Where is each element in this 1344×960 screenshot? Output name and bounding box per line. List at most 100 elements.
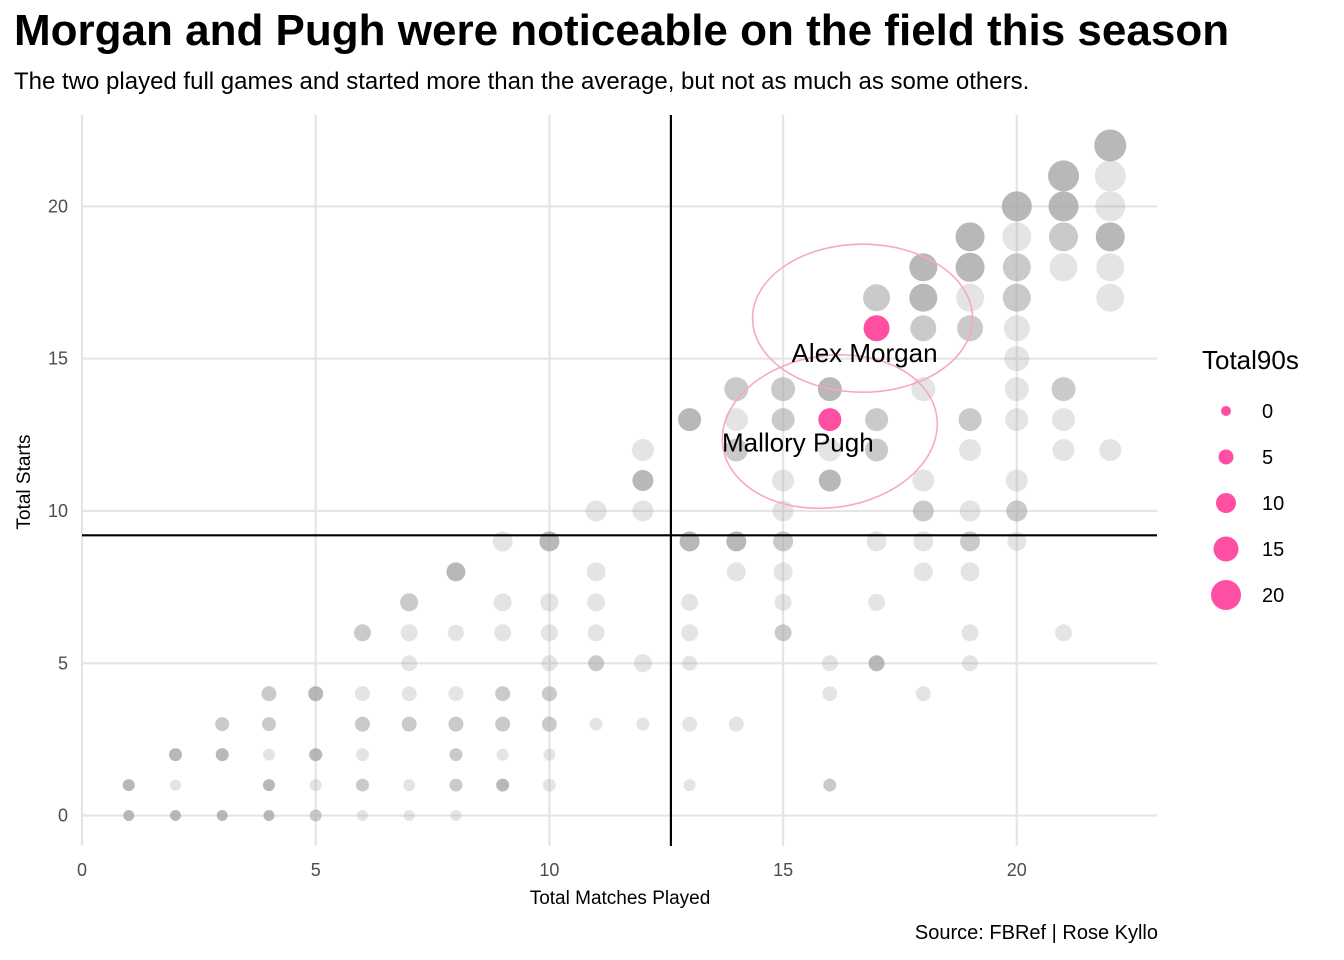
data-point bbox=[956, 283, 985, 312]
legend-label: 0 bbox=[1262, 401, 1273, 423]
data-point bbox=[122, 779, 135, 792]
legend-key bbox=[1216, 493, 1236, 513]
data-point bbox=[448, 686, 464, 702]
data-point bbox=[169, 810, 181, 822]
data-point bbox=[1099, 439, 1122, 462]
x-tick-label: 15 bbox=[773, 860, 793, 880]
data-point bbox=[123, 810, 135, 822]
data-point bbox=[309, 809, 322, 822]
data-point bbox=[586, 562, 606, 582]
data-point bbox=[403, 810, 415, 822]
data-point bbox=[683, 779, 696, 792]
y-axis-title: Total Starts bbox=[14, 434, 35, 529]
data-point bbox=[955, 222, 985, 252]
data-point bbox=[724, 408, 748, 432]
data-point bbox=[401, 716, 417, 732]
x-tick-label: 20 bbox=[1007, 860, 1027, 880]
highlight-ellipse bbox=[721, 354, 939, 510]
data-point bbox=[868, 655, 885, 672]
data-point bbox=[771, 377, 796, 402]
data-point bbox=[541, 686, 557, 702]
highlight-point bbox=[863, 315, 890, 342]
data-point bbox=[542, 778, 556, 792]
legend-key bbox=[1211, 580, 1241, 610]
data-point bbox=[353, 624, 371, 642]
data-point bbox=[632, 500, 654, 522]
data-point bbox=[681, 593, 699, 611]
data-point bbox=[355, 748, 369, 762]
data-point bbox=[447, 624, 464, 641]
legend-key bbox=[1218, 449, 1234, 465]
y-tick-label: 10 bbox=[48, 501, 68, 521]
data-point bbox=[773, 562, 793, 582]
data-point bbox=[216, 810, 228, 822]
data-point bbox=[682, 716, 698, 732]
data-point bbox=[955, 252, 985, 282]
x-tick-label: 0 bbox=[77, 860, 87, 880]
data-point bbox=[632, 470, 654, 491]
legend-label: 20 bbox=[1262, 585, 1284, 607]
data-point bbox=[1094, 129, 1127, 162]
data-point bbox=[1095, 222, 1125, 252]
data-point bbox=[354, 716, 370, 732]
data-point bbox=[496, 748, 509, 761]
data-point bbox=[449, 778, 463, 792]
data-point bbox=[726, 562, 746, 582]
data-point bbox=[1052, 439, 1075, 462]
data-point bbox=[1006, 500, 1028, 522]
chart-caption: Source: FBRef | Rose Kyllo bbox=[914, 922, 1158, 944]
legend-key bbox=[1213, 536, 1239, 562]
data-point bbox=[262, 779, 275, 792]
data-point bbox=[910, 315, 937, 342]
data-points bbox=[122, 129, 1127, 822]
mean-lines bbox=[82, 115, 1157, 846]
data-point bbox=[308, 686, 324, 702]
data-point bbox=[541, 716, 557, 732]
grid-lines bbox=[80, 115, 1157, 846]
data-point bbox=[261, 686, 277, 702]
data-point bbox=[262, 748, 275, 761]
legend-key bbox=[1221, 406, 1231, 416]
data-point bbox=[1095, 191, 1126, 222]
data-point bbox=[215, 717, 230, 732]
data-point bbox=[959, 500, 981, 522]
chart-title: Morgan and Pugh were noticeable on the f… bbox=[14, 6, 1230, 55]
data-point bbox=[1005, 469, 1028, 492]
data-point bbox=[1003, 315, 1030, 342]
data-point bbox=[868, 593, 886, 611]
data-point bbox=[587, 593, 606, 612]
y-tick-label: 5 bbox=[58, 653, 68, 673]
data-point bbox=[961, 624, 979, 642]
data-point bbox=[215, 748, 229, 762]
data-point bbox=[1096, 253, 1125, 282]
data-point bbox=[587, 624, 605, 642]
data-point bbox=[400, 593, 419, 612]
data-point bbox=[493, 593, 512, 612]
data-point bbox=[818, 469, 841, 492]
data-point bbox=[636, 717, 650, 731]
data-point bbox=[821, 655, 838, 672]
legend-label: 10 bbox=[1262, 493, 1284, 515]
data-point bbox=[865, 408, 889, 432]
x-axis-title: Total Matches Played bbox=[530, 888, 711, 909]
data-point bbox=[728, 716, 744, 732]
x-tick-label: 10 bbox=[539, 860, 559, 880]
y-tick-label: 15 bbox=[48, 349, 68, 369]
data-point bbox=[450, 810, 462, 822]
data-point bbox=[354, 686, 370, 702]
legend-label: 15 bbox=[1262, 539, 1284, 561]
data-point bbox=[772, 469, 795, 492]
data-point bbox=[822, 686, 838, 702]
data-point bbox=[1002, 222, 1032, 252]
data-point bbox=[494, 624, 512, 642]
data-point bbox=[1052, 408, 1076, 432]
data-point bbox=[774, 593, 792, 611]
data-point bbox=[1004, 377, 1029, 402]
data-point bbox=[818, 438, 842, 462]
data-point bbox=[724, 377, 749, 402]
highlight-points: Alex Morgan Mallory Pugh bbox=[722, 315, 938, 458]
legend-title: Total90s bbox=[1202, 345, 1299, 375]
data-point bbox=[1094, 160, 1126, 192]
data-point bbox=[631, 439, 654, 462]
